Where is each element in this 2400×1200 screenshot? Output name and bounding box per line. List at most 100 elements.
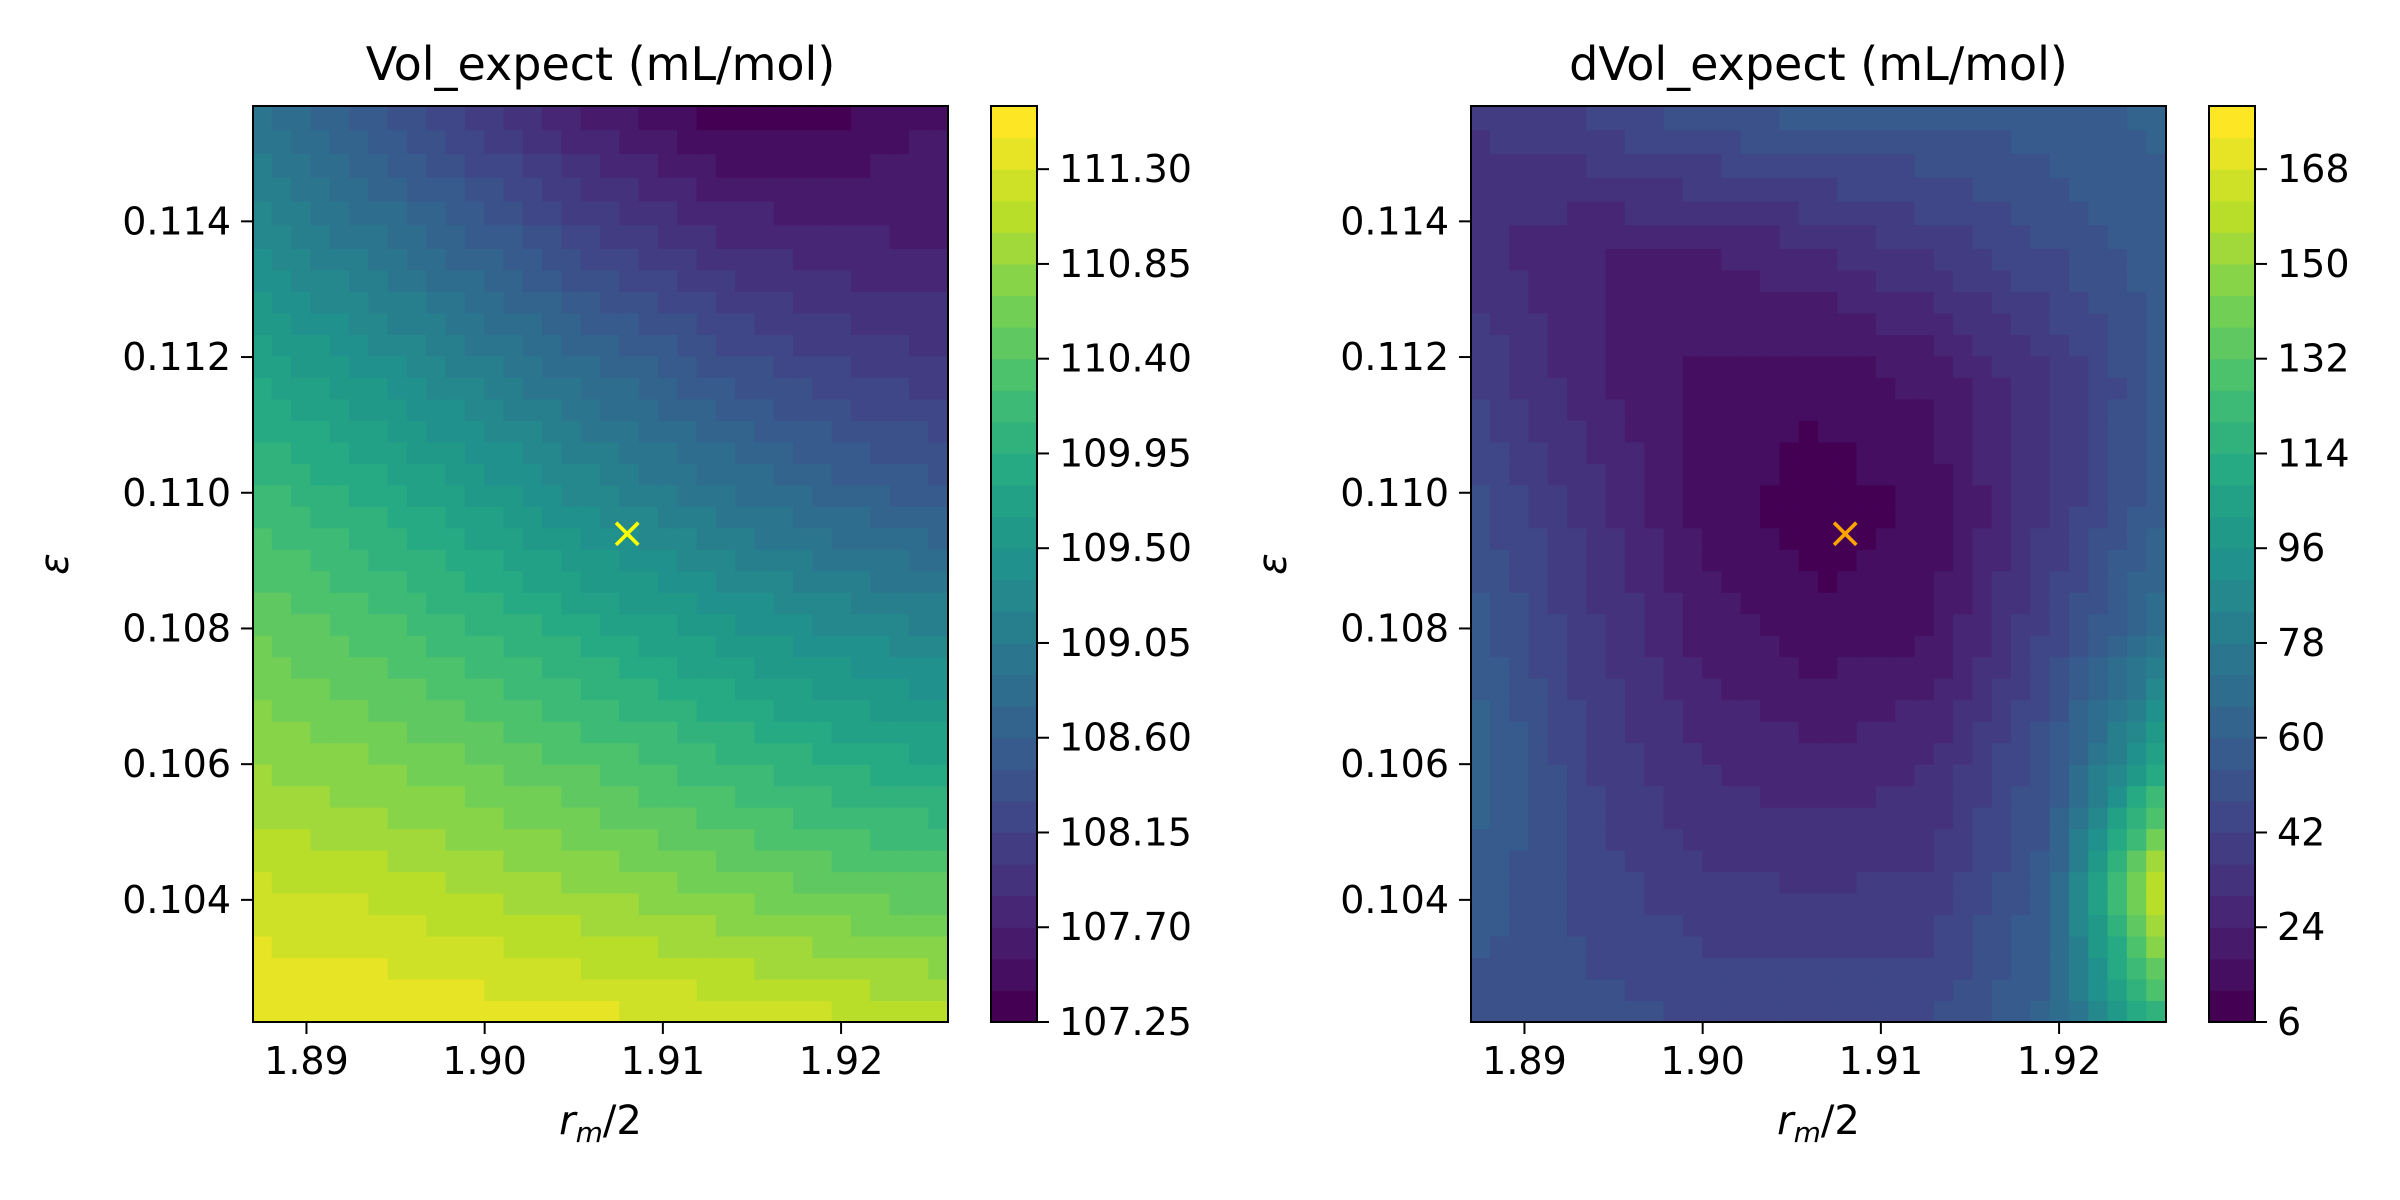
- contour-cell: [1740, 720, 1762, 744]
- colorbar-band: [2209, 863, 2255, 897]
- contour-cell: [2011, 224, 2032, 249]
- contour-cell: [696, 247, 717, 271]
- contour-cell: [1509, 570, 1530, 593]
- contour-cell: [561, 312, 582, 335]
- contour-cell: [1567, 398, 1588, 421]
- contour-cell: [1605, 398, 1626, 421]
- contour-cell: [850, 699, 872, 722]
- contour-cell: [1914, 763, 1935, 787]
- contour-cell: [1644, 419, 1665, 443]
- contour-cell: [349, 656, 370, 679]
- contour-cell: [2126, 441, 2148, 464]
- contour-cell: [484, 677, 505, 701]
- contour-cell: [542, 462, 563, 486]
- contour-cell: [368, 656, 389, 679]
- contour-cell: [542, 849, 563, 873]
- contour-cell: [1991, 106, 2013, 131]
- contour-cell: [503, 129, 524, 154]
- contour-cell: [793, 224, 814, 249]
- contour-cell: [368, 176, 389, 202]
- contour-cell: [2068, 720, 2090, 744]
- contour-cell: [542, 806, 563, 830]
- contour-cell: [831, 398, 852, 421]
- contour-cell: [889, 699, 910, 722]
- contour-cell: [1933, 441, 1955, 464]
- contour-cell: [600, 376, 621, 400]
- contour-cell: [1702, 828, 1723, 851]
- contour-cell: [1471, 677, 1491, 701]
- contour-cell: [580, 527, 601, 550]
- contour-cell: [1471, 699, 1491, 722]
- contour-cell: [2068, 152, 2090, 178]
- contour-cell: [1875, 398, 1897, 421]
- contour-cell: [1933, 806, 1955, 830]
- contour-cell: [1586, 656, 1607, 679]
- contour-cell: [870, 548, 891, 572]
- contour-cell: [1605, 527, 1626, 550]
- contour-cell: [1547, 591, 1569, 615]
- contour-cell: [1953, 505, 1974, 529]
- contour-cell: [696, 699, 717, 722]
- contour-cell: [561, 505, 582, 529]
- contour-cell: [1624, 152, 1646, 178]
- contour-cell: [735, 914, 756, 937]
- contour-cell: [1605, 720, 1626, 744]
- contour-cell: [580, 806, 601, 830]
- contour-cell: [1663, 656, 1684, 679]
- contour-cell: [2049, 656, 2070, 679]
- contour-cell: [542, 419, 563, 443]
- contour-cell: [1528, 269, 1549, 292]
- colorbar-band: [991, 200, 1037, 233]
- contour-cell: [1991, 785, 2013, 808]
- colorbar-band: [2209, 579, 2255, 612]
- contour-cell: [870, 312, 891, 335]
- contour-cell: [464, 677, 486, 701]
- contour-cell: [1740, 613, 1762, 636]
- contour-cell: [1509, 376, 1530, 400]
- contour-cell: [1818, 699, 1839, 722]
- contour-cell: [2049, 152, 2070, 178]
- contour-cell: [542, 398, 563, 421]
- contour-cell: [1914, 152, 1935, 178]
- contour-cell: [561, 152, 582, 178]
- colorbar-band: [2209, 705, 2255, 739]
- contour-cell: [1509, 106, 1530, 131]
- contour-cell: [696, 312, 717, 335]
- contour-cell: [889, 634, 910, 658]
- contour-cell: [1586, 462, 1607, 486]
- contour-cell: [1837, 613, 1858, 636]
- contour-cell: [715, 505, 737, 529]
- contour-cell: [600, 505, 621, 529]
- contour-cell: [715, 1000, 737, 1022]
- y-tick-label: 0.106: [122, 742, 231, 786]
- contour-cell: [1953, 914, 1974, 937]
- contour-cell: [793, 720, 814, 744]
- contour-cell: [2126, 355, 2148, 378]
- contour-cell: [773, 355, 795, 378]
- contour-cell: [1972, 441, 1993, 464]
- contour-cell: [349, 677, 370, 701]
- contour-cell: [677, 785, 698, 808]
- contour-cell: [329, 527, 351, 550]
- contour-cell: [696, 441, 717, 464]
- contour-cell: [1721, 613, 1742, 636]
- contour-cell: [1489, 269, 1511, 292]
- contour-cell: [329, 613, 351, 636]
- contour-cell: [773, 849, 795, 873]
- contour-cell: [522, 720, 544, 744]
- contour-cell: [580, 441, 601, 464]
- contour-cell: [1702, 591, 1723, 615]
- contour-cell: [464, 892, 486, 916]
- contour-cell: [831, 106, 852, 131]
- contour-cell: [503, 978, 524, 1002]
- contour-cell: [1837, 505, 1858, 529]
- contour-cell: [715, 677, 737, 701]
- contour-cell: [503, 677, 524, 701]
- colorbar-band: [2209, 452, 2255, 486]
- colorbar-band: [991, 737, 1037, 770]
- contour-cell: [1605, 312, 1626, 335]
- contour-cell: [600, 656, 621, 679]
- contour-cell: [2049, 871, 2070, 894]
- contour-cell: [1856, 1000, 1877, 1022]
- contour-cell: [484, 419, 505, 443]
